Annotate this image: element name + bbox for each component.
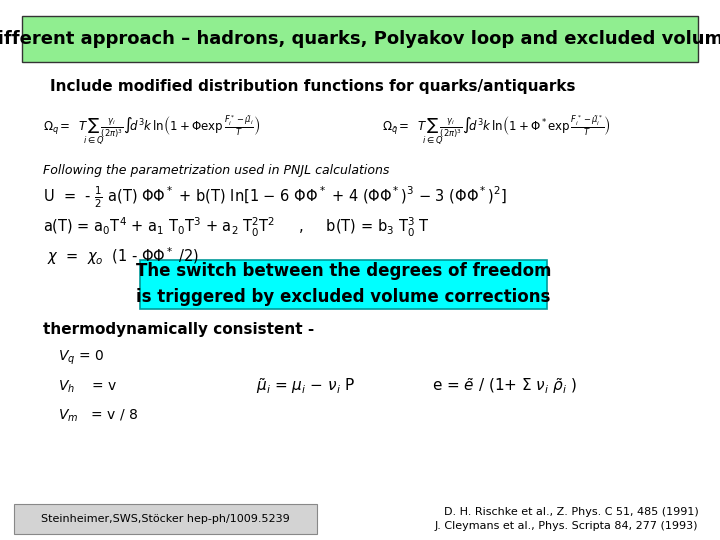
Text: $\Omega_{\bar{q}} = \;\; T\!\sum_{i\in Q}\!\frac{\gamma_i}{(2\pi)^3}\int\! d^3k\: $\Omega_{\bar{q}} = \;\; T\!\sum_{i\in Q… (382, 113, 611, 146)
Text: $\tilde{\mu}_i$ = $\mu_i$ $-$ $\nu_i$ P: $\tilde{\mu}_i$ = $\mu_i$ $-$ $\nu_i$ P (256, 376, 355, 396)
Text: different approach – hadrons, quarks, Polyakov loop and excluded volume: different approach – hadrons, quarks, Po… (0, 30, 720, 48)
Text: e = $\tilde{e}$ / (1+ $\Sigma$ $\nu_i$ $\tilde{\rho}_i$ ): e = $\tilde{e}$ / (1+ $\Sigma$ $\nu_i$ $… (432, 376, 577, 396)
Text: a(T) = a$_0$T$^4$ + a$_1$ T$_0$T$^3$ + a$_2$ T$_0^2$T$^2$     ,     b(T) = b$_3$: a(T) = a$_0$T$^4$ + a$_1$ T$_0$T$^3$ + a… (43, 217, 430, 239)
Text: Following the parametrization used in PNJL calculations: Following the parametrization used in PN… (43, 164, 390, 177)
FancyBboxPatch shape (140, 260, 547, 309)
Text: U  =  - $\frac{1}{2}$ a(T) $\Phi\Phi^*$ + b(T) ln[1 $-$ 6 $\Phi\Phi^*$ + 4 $(\Ph: U = - $\frac{1}{2}$ a(T) $\Phi\Phi^*$ + … (43, 185, 507, 210)
Text: Steinheimer,SWS,Stöcker hep-ph/1009.5239: Steinheimer,SWS,Stöcker hep-ph/1009.5239 (41, 514, 290, 524)
Text: The switch between the degrees of freedom
is triggered by excluded volume correc: The switch between the degrees of freedo… (135, 262, 552, 306)
FancyBboxPatch shape (22, 16, 698, 62)
Text: Include modified distribution functions for quarks/antiquarks: Include modified distribution functions … (50, 79, 576, 94)
FancyBboxPatch shape (14, 504, 317, 534)
Text: $\Omega_q = \;\; T\!\sum_{i\in Q}\!\frac{\gamma_i}{(2\pi)^3}\int\! d^3k\,\ln\!\l: $\Omega_q = \;\; T\!\sum_{i\in Q}\!\frac… (43, 113, 261, 146)
Text: $\chi$  =  $\chi_o$  (1 - $\Phi\Phi^*$ /2): $\chi$ = $\chi_o$ (1 - $\Phi\Phi^*$ /2) (43, 246, 199, 267)
Text: D. H. Rischke et al., Z. Phys. C 51, 485 (1991)
J. Cleymans et al., Phys. Script: D. H. Rischke et al., Z. Phys. C 51, 485… (435, 507, 698, 531)
Text: thermodynamically consistent -: thermodynamically consistent - (43, 322, 315, 337)
Text: $V_q$ = 0
$V_h$    = v
$V_m$   = v / 8: $V_q$ = 0 $V_h$ = v $V_m$ = v / 8 (58, 348, 138, 424)
